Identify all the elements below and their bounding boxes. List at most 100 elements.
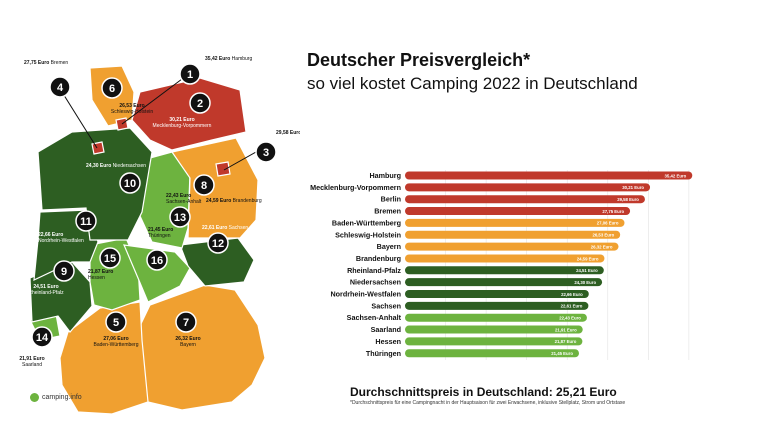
region-niedersachsen	[37, 127, 153, 241]
chart-title: Deutscher Preisvergleich*	[307, 50, 531, 70]
price-value: 26,53 Euro	[119, 103, 144, 109]
region-name: Saarland	[22, 362, 42, 368]
region-rheinland-pfalz	[29, 261, 93, 333]
bar	[405, 313, 587, 322]
price-value: 24,59 Euro	[206, 198, 231, 204]
category-label: Berlin	[381, 195, 401, 204]
region-number: 13	[174, 212, 186, 224]
value-label: 22,66 Euro	[561, 292, 583, 297]
category-label: Rheinland-Pfalz	[347, 266, 401, 275]
category-label: Sachsen-Anhalt	[347, 313, 402, 322]
price-bar-chart: Hamburg 35,42 Euro Mecklenburg-Vorpommern 3…	[310, 170, 693, 360]
price-value: 21,87 Euro	[88, 269, 113, 275]
region-thueringen	[123, 244, 191, 303]
category-label: Schleswig-Holstein	[335, 230, 401, 239]
price-value: 35,42 Euro	[205, 56, 230, 62]
category-label: Nordrhein-Westfalen	[330, 290, 401, 299]
region-name: Schleswig-Holstein	[111, 109, 153, 115]
region-name: Baden-Württemberg	[93, 342, 138, 348]
bar	[405, 207, 631, 216]
price-value: 26,32 Euro	[175, 336, 200, 342]
bar	[405, 278, 603, 287]
bar	[405, 266, 604, 275]
bar	[405, 242, 619, 251]
leader-line-berlin	[223, 151, 257, 171]
region-name: Thüringen	[148, 233, 171, 239]
region-number-badge	[207, 232, 229, 254]
value-label: 30,21 Euro	[622, 185, 644, 190]
value-label: 21,87 Euro	[555, 339, 577, 344]
region-number: 11	[80, 216, 92, 228]
region-number: 15	[104, 253, 116, 265]
region-name: Hessen	[88, 275, 105, 281]
leader-line-bremen	[61, 91, 98, 149]
price-value: 27,75 Euro	[24, 60, 49, 66]
region-mecklenburg-vorpommern	[131, 77, 247, 151]
bar	[405, 337, 583, 346]
bar	[405, 349, 579, 358]
region-name: Sachsen-Anhalt	[166, 199, 202, 205]
camping-logo-icon	[30, 393, 39, 402]
category-label: Mecklenburg-Vorpommern	[310, 183, 401, 192]
region-name: Bayern	[180, 342, 196, 348]
bar	[405, 195, 645, 204]
value-label: 22,43 Euro	[559, 316, 581, 321]
chart-subtitle: so viel kostet Camping 2022 in Deutschla…	[307, 74, 638, 93]
logo: camping.info	[30, 393, 82, 402]
region-price-label: 27,75 Euro Bremen	[24, 60, 68, 66]
region-name: Rheinland-Pfalz	[28, 290, 64, 296]
bar	[405, 254, 605, 263]
region-price-label: 22,61 Euro Sachsen	[202, 225, 248, 231]
category-label: Saarland	[371, 325, 401, 334]
bar	[405, 218, 625, 227]
category-label: Niedersachsen	[350, 278, 401, 287]
region-number: 14	[36, 332, 49, 344]
region-number: 7	[183, 317, 189, 329]
region-number-badge	[99, 247, 121, 269]
category-label: Baden-Württemberg	[332, 218, 401, 227]
category-label: Sachsen	[371, 301, 401, 310]
value-label: 27,75 Euro	[602, 209, 624, 214]
category-label: Bayern	[377, 242, 401, 251]
price-value: 24,51 Euro	[33, 284, 58, 290]
value-label: 24,30 Euro	[574, 280, 596, 285]
region-name: Hamburg	[230, 56, 252, 62]
region-number: 6	[109, 83, 115, 95]
region-name: Niedersachsen	[111, 163, 146, 169]
region-number: 2	[197, 98, 203, 110]
price-value: 27,06 Euro	[103, 336, 128, 342]
price-value: 21,91 Euro	[19, 356, 44, 362]
value-label: 22,61 Euro	[561, 304, 583, 309]
region-price-label: 35,42 Euro Hamburg	[205, 56, 252, 62]
leader-line-hamburg	[121, 75, 187, 125]
bar	[405, 171, 693, 180]
bar	[405, 325, 583, 334]
value-label: 24,51 Euro	[576, 268, 598, 273]
category-label: Brandenburg	[356, 254, 401, 263]
region-number-badge	[53, 260, 75, 282]
region-price-label: 24,30 Euro Niedersachsen	[86, 163, 146, 169]
region-number: 12	[212, 238, 224, 250]
region-number-badge	[105, 311, 127, 333]
region-number-badge	[255, 141, 277, 163]
region-number-badge	[49, 76, 71, 98]
region-number-badge	[31, 326, 53, 348]
category-label: Hamburg	[369, 171, 401, 180]
region-number: 3	[263, 147, 269, 159]
price-value: 22,43 Euro	[166, 193, 191, 199]
price-value: 24,30 Euro	[86, 163, 111, 169]
price-value: 21,45 Euro	[148, 227, 173, 233]
category-label: Thüringen	[366, 349, 401, 358]
region-number-badge	[189, 92, 211, 114]
value-label: 21,45 Euro	[551, 351, 573, 356]
price-value: 29,58 Euro	[276, 130, 300, 136]
region-number-badge	[175, 311, 197, 333]
region-number: 10	[124, 178, 136, 190]
region-berlin	[215, 161, 231, 177]
bar	[405, 183, 651, 192]
region-price-label: 24,59 Euro Brandenburg	[206, 198, 262, 204]
price-value: 22,66 Euro	[38, 232, 63, 238]
region-number-badge	[119, 172, 141, 194]
value-label: 26,32 Euro	[591, 244, 613, 249]
region-name: Sachsen	[227, 225, 248, 231]
